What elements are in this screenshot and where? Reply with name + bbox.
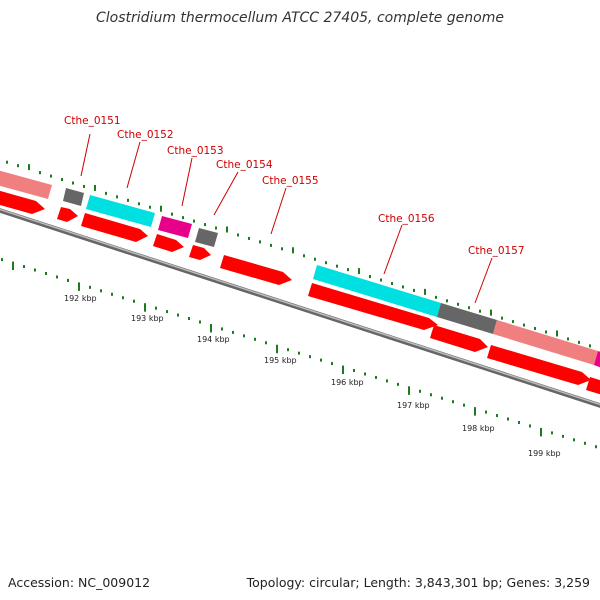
gene-block-gray [437, 303, 497, 334]
scale-label-194: 194 kbp [197, 335, 230, 344]
scale-label-195: 195 kbp [264, 356, 297, 365]
scale-label-198: 198 kbp [462, 424, 495, 433]
gene-arrow [153, 234, 184, 252]
gene-arrow [586, 377, 600, 395]
leader-line [181, 157, 193, 207]
gene-arrow [487, 345, 591, 385]
gene-arrow [81, 213, 148, 242]
leader-line [126, 141, 141, 189]
leader-line [270, 187, 287, 235]
gene-arrow [430, 325, 488, 352]
leader-line [383, 224, 403, 275]
leader-line [213, 171, 239, 216]
gene-arrow [57, 207, 78, 222]
gene-label-cthe-0153[interactable]: Cthe_0153 [167, 145, 224, 157]
scale-label-197: 197 kbp [397, 401, 430, 410]
accession-text: Accession: NC_009012 [8, 575, 151, 590]
gene-block-cyan [313, 265, 441, 317]
scale-tick-row [1, 258, 597, 449]
leader-line [80, 133, 91, 177]
genome-backbone [0, 208, 600, 408]
scale-label-199: 199 kbp [528, 449, 561, 458]
gene-block-magenta [158, 216, 192, 238]
gene-arrow [0, 190, 45, 214]
topology-text: Topology: circular; Length: 3,843,301 bp… [246, 575, 590, 590]
gene-label-cthe-0151[interactable]: Cthe_0151 [64, 115, 121, 127]
gene-block-cyan [86, 195, 155, 227]
feature-row-lower [0, 190, 600, 395]
gene-block-magenta [594, 351, 600, 368]
scale-label-193: 193 kbp [131, 314, 164, 323]
scale-label-192: 192 kbp [64, 294, 97, 303]
map-title: Clostridium thermocellum ATCC 27405, com… [96, 10, 504, 26]
genome-backbone-highlight [0, 208, 600, 406]
feature-row-upper [0, 170, 600, 368]
gene-arrow [308, 283, 438, 330]
scale-label-196: 196 kbp [331, 378, 364, 387]
gene-arrow [220, 255, 292, 285]
gene-label-cthe-0155[interactable]: Cthe_0155 [262, 175, 319, 187]
outer-tick-row [6, 160, 591, 348]
gene-label-cthe-0154[interactable]: Cthe_0154 [216, 159, 273, 171]
gene-label-cthe-0156[interactable]: Cthe_0156 [378, 213, 435, 225]
scale-labels: 192 kbp 193 kbp 194 kbp 195 kbp 196 kbp … [64, 294, 561, 458]
gene-block-gray [63, 188, 84, 206]
gene-label-cthe-0152[interactable]: Cthe_0152 [117, 129, 174, 141]
gene-labels: Cthe_0151 Cthe_0152 Cthe_0153 Cthe_0154 … [64, 115, 525, 304]
gene-label-cthe-0157[interactable]: Cthe_0157 [468, 245, 525, 257]
leader-line [474, 257, 493, 304]
gene-block-salmon [0, 170, 52, 199]
gene-block-salmon [493, 320, 598, 365]
gene-arrow [189, 245, 211, 260]
gene-block-gray [195, 228, 218, 247]
